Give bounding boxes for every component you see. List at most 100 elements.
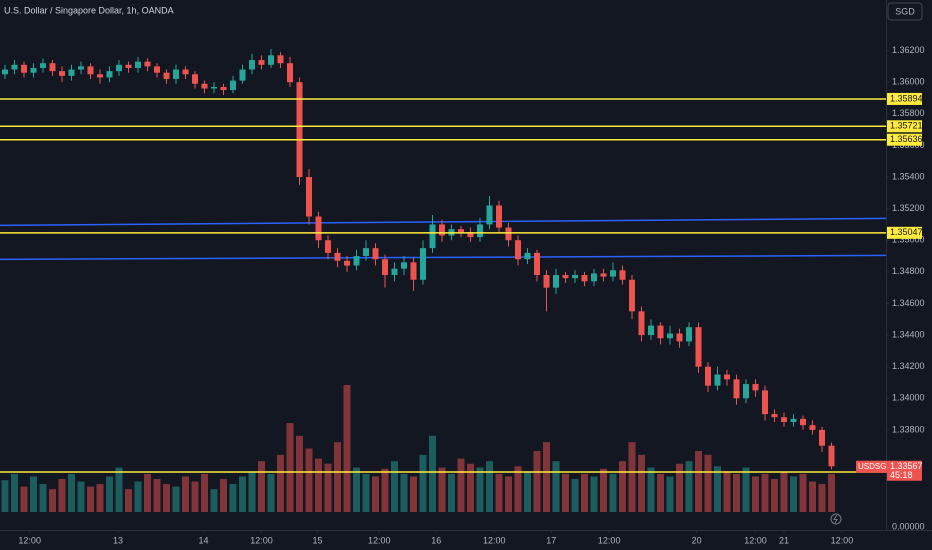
replay-icon[interactable] xyxy=(830,513,842,525)
volume-bar xyxy=(676,463,683,512)
candle-body xyxy=(553,275,559,288)
x-tick-label: 12:00 xyxy=(250,535,273,545)
volume-bar xyxy=(400,473,408,512)
volume-bar xyxy=(552,461,560,512)
level-tag xyxy=(887,120,922,133)
replay-icon-bolt xyxy=(833,514,838,524)
y-tick-label: 1.34600 xyxy=(892,298,925,308)
volume-bar xyxy=(267,473,275,512)
candle-body xyxy=(154,66,160,73)
y-tick-label: 1.35000 xyxy=(892,235,925,245)
candle-body xyxy=(220,86,227,91)
candle-body xyxy=(724,374,730,380)
candle-body xyxy=(211,86,217,89)
candle-body xyxy=(344,260,350,266)
candle-body xyxy=(2,69,8,75)
volume-bar xyxy=(277,454,284,512)
x-tick-label: 21 xyxy=(779,535,789,545)
volume-bar xyxy=(362,473,370,512)
volume-bar xyxy=(533,451,541,512)
candle-body xyxy=(68,69,75,76)
candle-body xyxy=(173,69,179,80)
candle-body xyxy=(97,74,103,78)
y-tick-label: 1.36000 xyxy=(892,77,925,87)
volume-bar xyxy=(125,489,132,512)
candle-body xyxy=(714,374,721,386)
candle-body xyxy=(572,275,578,279)
volume-bar xyxy=(163,484,170,512)
volume-bar xyxy=(305,448,313,512)
candle-body xyxy=(752,384,759,391)
volume-bar xyxy=(752,476,759,512)
candle-body xyxy=(296,82,303,178)
candle-body xyxy=(819,429,825,446)
candle-body xyxy=(268,55,274,65)
trend-line xyxy=(0,254,887,261)
volume-bar xyxy=(96,484,104,512)
volume-bar xyxy=(828,473,835,512)
candle-body xyxy=(477,224,483,238)
volume-bar xyxy=(543,442,550,512)
volume-bar xyxy=(343,385,351,512)
candle-body xyxy=(363,248,369,257)
candle-body xyxy=(781,417,787,423)
candle-body xyxy=(287,63,293,83)
volume-bar xyxy=(353,467,360,512)
x-tick-label: 13 xyxy=(113,535,123,545)
volume-bar xyxy=(381,468,389,512)
currency-button[interactable] xyxy=(887,2,923,21)
volume-bar xyxy=(39,484,47,512)
last-price-tag xyxy=(887,460,922,481)
volume-bar xyxy=(106,476,113,512)
candle-body xyxy=(144,61,151,67)
candle-body xyxy=(439,224,445,236)
volume-bar xyxy=(467,463,474,512)
volume-bar xyxy=(30,476,37,512)
candle-body xyxy=(116,64,122,72)
volume-bar xyxy=(49,489,56,512)
candle-body xyxy=(743,384,749,399)
volume-bar xyxy=(153,478,161,512)
volume-bar xyxy=(391,461,398,512)
y-tick-label: 1.33800 xyxy=(892,424,925,434)
candle-body xyxy=(325,240,331,253)
candle-body xyxy=(667,333,673,339)
candle-body xyxy=(163,72,170,80)
candle-body xyxy=(78,66,84,70)
volume-bar xyxy=(524,471,531,512)
volume-bar xyxy=(115,467,123,512)
volume-bar xyxy=(495,473,503,512)
currency-label[interactable]: SGD xyxy=(895,6,915,16)
volume-bar xyxy=(486,461,493,512)
candle-body xyxy=(410,262,417,280)
candle-body xyxy=(619,270,626,280)
volume-bar xyxy=(619,461,626,512)
volume-bar xyxy=(210,489,218,512)
volume-bar xyxy=(723,471,731,512)
last-price-label: 1.33567 xyxy=(890,461,923,471)
candle-body xyxy=(249,60,255,70)
y-tick-label: 1.35200 xyxy=(892,203,925,213)
candle-body xyxy=(315,216,322,241)
volume-bar xyxy=(638,454,645,512)
candle-body xyxy=(648,325,654,336)
candle-body xyxy=(486,205,493,225)
countdown-label: 45:18 xyxy=(890,470,913,480)
volume-bar xyxy=(818,484,826,512)
volume-bar xyxy=(20,486,28,512)
candle-body xyxy=(458,229,464,233)
x-tick-label: 12:00 xyxy=(368,535,391,545)
level-label: 1.35047 xyxy=(890,227,923,237)
candle-body xyxy=(277,55,284,64)
candle-body xyxy=(306,177,312,217)
y-tick-label: 1.34200 xyxy=(892,361,925,371)
volume-bar xyxy=(505,476,512,512)
candle-body xyxy=(391,268,398,276)
candle-body xyxy=(762,390,768,415)
volume-bar xyxy=(571,478,579,512)
volume-bar xyxy=(77,481,85,512)
candle-body xyxy=(629,279,635,312)
candle-body xyxy=(334,252,341,261)
y-tick-label: 1.34800 xyxy=(892,266,925,276)
